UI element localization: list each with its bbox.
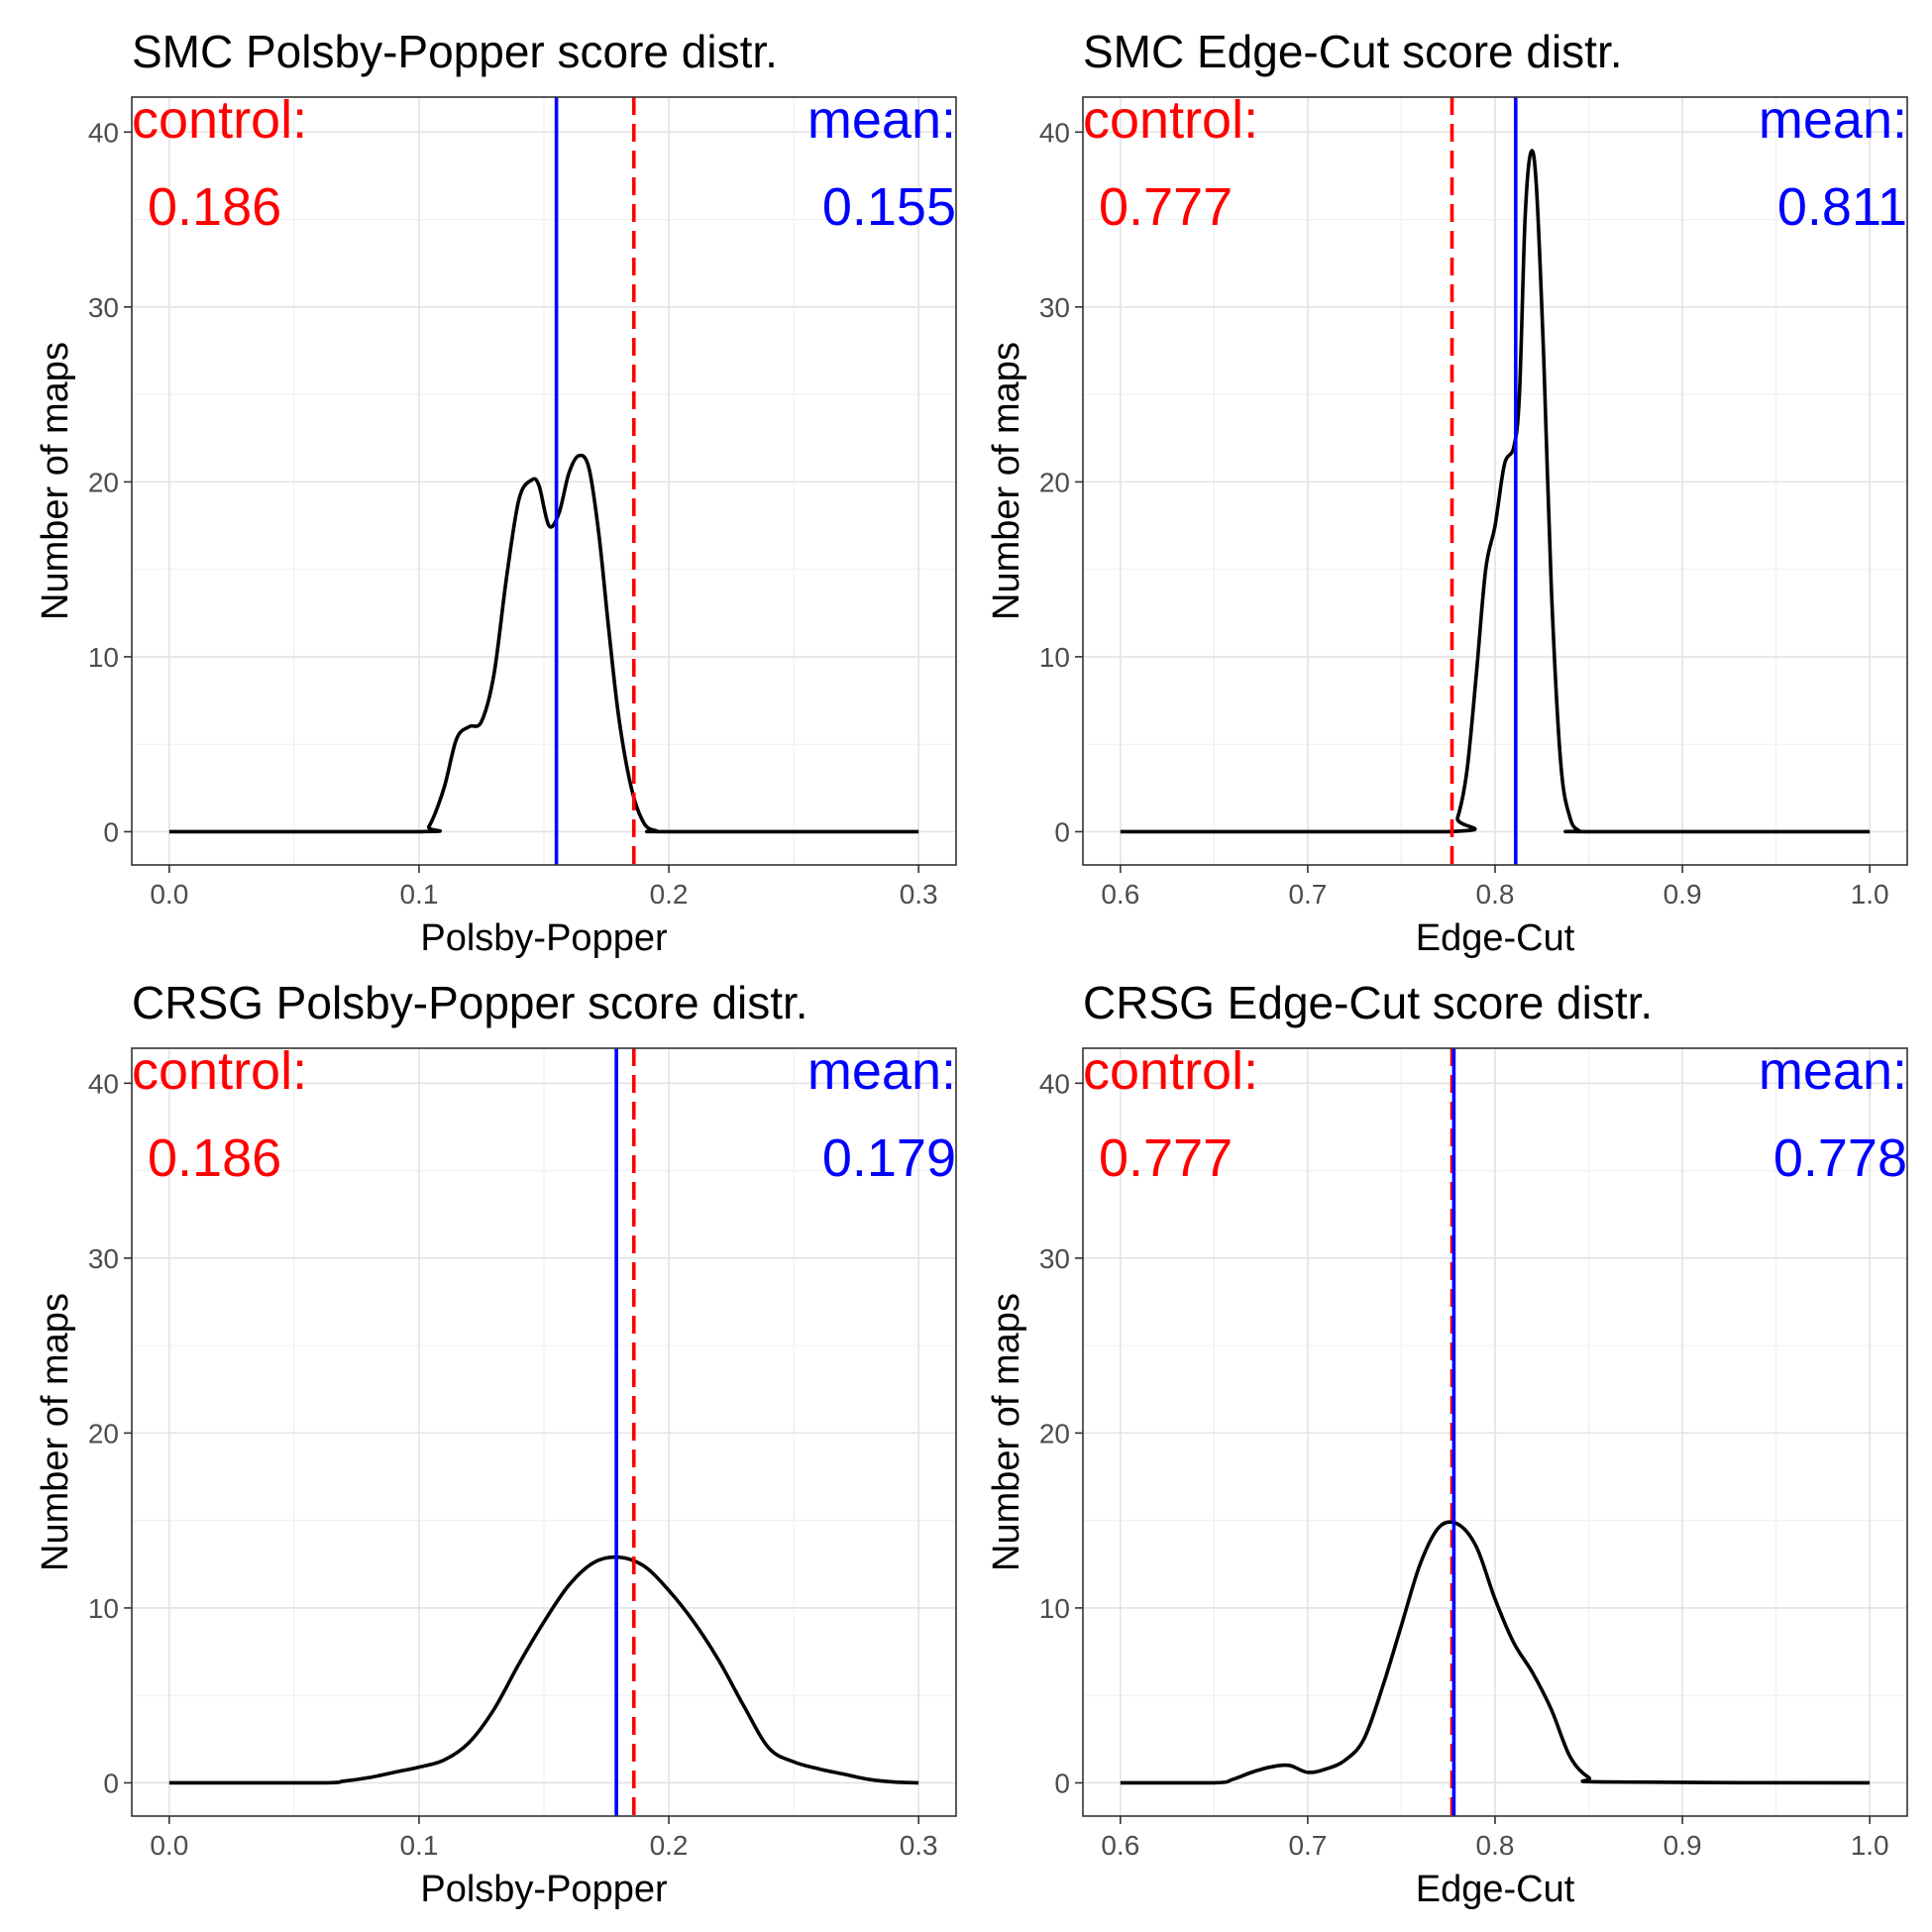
y-tick-label: 30: [88, 292, 119, 323]
density-curve: [1120, 149, 1871, 834]
x-tick-label: 0.0: [150, 1830, 188, 1861]
mean-value: 0.778: [1773, 1128, 1907, 1188]
x-tick-label: 0.3: [900, 879, 938, 910]
x-tick-label: 0.0: [150, 879, 188, 910]
plot-border: [131, 1047, 957, 1817]
x-axis-label: Edge-Cut: [1416, 1869, 1575, 1910]
y-axis-label: Number of maps: [986, 342, 1027, 620]
y-tick-label: 40: [88, 1068, 119, 1099]
mean-label: mean:: [1759, 1041, 1907, 1101]
chart-title: SMC Edge-Cut score distr.: [1083, 26, 1623, 77]
mean-value: 0.179: [822, 1128, 956, 1188]
gridlines: [1083, 1048, 1907, 1816]
gridlines: [1083, 97, 1907, 865]
x-tick-label: 0.9: [1664, 1830, 1702, 1861]
y-tick-label: 0: [1054, 816, 1070, 847]
panel-crsg-edge-cut: control: 0.777 mean: 0.778 0.6 0.7 0.8 0.9 1.0 0 1…: [951, 951, 1908, 1910]
chart-title: CRSG Polsby-Popper score distr.: [132, 977, 808, 1028]
y-tick-label: 40: [88, 117, 119, 148]
panel-smc-polsby-popper: control: 0.186 mean: 0.155 0.0 0.1 0.2 0.3 0 10 20…: [0, 0, 957, 959]
y-tick-label: 20: [1039, 1418, 1070, 1449]
control-label: control:: [1083, 1041, 1258, 1101]
x-tick-label: 1.0: [1851, 1830, 1889, 1861]
chart-title: SMC Polsby-Popper score distr.: [132, 26, 778, 77]
y-tick-label: 10: [1039, 642, 1070, 673]
mean-label: mean:: [807, 90, 956, 150]
control-value: 0.186: [148, 177, 281, 237]
y-tick-label: 20: [88, 1418, 119, 1449]
mean-label: mean:: [1759, 90, 1907, 150]
x-tick-label: 0.1: [399, 879, 438, 910]
y-axis-label: Number of maps: [986, 1293, 1027, 1571]
control-value: 0.777: [1099, 1128, 1233, 1188]
y-axis-label: Number of maps: [35, 1293, 76, 1571]
chart-title: CRSG Edge-Cut score distr.: [1083, 977, 1653, 1028]
x-axis-label: Polsby-Popper: [420, 917, 668, 959]
x-tick-label: 0.6: [1101, 1830, 1139, 1861]
y-tick-label: 0: [103, 1768, 119, 1798]
chart-svg: control: 0.777 mean: 0.778 0.6 0.7 0.8 0.9 1.0 0 1…: [986, 977, 1908, 1910]
chart-svg: control: 0.186 mean: 0.155 0.0 0.1 0.2 0.3 0 10 20…: [35, 26, 957, 959]
control-label: control:: [132, 90, 307, 150]
x-tick-label: 0.7: [1288, 879, 1327, 910]
gridlines: [132, 97, 956, 865]
panel-smc-edge-cut: control: 0.777 mean: 0.811 0.6 0.7 0.8 0.9 1.0 0 1…: [951, 0, 1908, 959]
mean-label: mean:: [807, 1041, 956, 1101]
control-value: 0.777: [1099, 177, 1233, 237]
y-tick-label: 30: [1039, 1243, 1070, 1274]
gridlines: [132, 1048, 956, 1816]
y-tick-label: 30: [88, 1243, 119, 1274]
chart-svg: control: 0.777 mean: 0.811 0.6 0.7 0.8 0.9 1.0 0 1…: [986, 26, 1908, 959]
mean-value: 0.811: [1777, 177, 1907, 237]
control-value: 0.186: [148, 1128, 281, 1188]
plot-border: [131, 96, 957, 866]
y-tick-label: 0: [103, 816, 119, 847]
y-tick-label: 20: [88, 467, 119, 497]
y-tick-label: 0: [1054, 1768, 1070, 1798]
x-tick-label: 1.0: [1851, 879, 1889, 910]
x-tick-label: 0.9: [1664, 879, 1702, 910]
y-tick-label: 10: [88, 1593, 119, 1624]
y-axis-label: Number of maps: [35, 342, 76, 620]
y-tick-label: 40: [1039, 1068, 1070, 1099]
x-tick-label: 0.1: [399, 1830, 438, 1861]
x-tick-label: 0.6: [1101, 879, 1139, 910]
y-tick-label: 40: [1039, 117, 1070, 148]
panel-crsg-polsby-popper: control: 0.186 mean: 0.179 0.0 0.1 0.2 0.3 0 10 20…: [0, 951, 957, 1910]
x-tick-label: 0.8: [1476, 879, 1515, 910]
mean-value: 0.155: [822, 177, 956, 237]
x-tick-label: 0.3: [900, 1830, 938, 1861]
x-tick-label: 0.8: [1476, 1830, 1515, 1861]
x-axis-label: Edge-Cut: [1416, 917, 1575, 959]
x-tick-label: 0.2: [650, 879, 689, 910]
y-tick-label: 10: [88, 642, 119, 673]
y-tick-label: 20: [1039, 467, 1070, 497]
chart-svg: control: 0.186 mean: 0.179 0.0 0.1 0.2 0.3 0 10 20…: [35, 977, 957, 1910]
control-label: control:: [132, 1041, 307, 1101]
density-curve: [168, 453, 919, 834]
density-curve: [1120, 1520, 1871, 1785]
control-label: control:: [1083, 90, 1258, 150]
x-tick-label: 0.2: [650, 1830, 689, 1861]
x-tick-label: 0.7: [1288, 1830, 1327, 1861]
y-tick-label: 30: [1039, 292, 1070, 323]
density-curve: [168, 1555, 919, 1785]
y-tick-label: 10: [1039, 1593, 1070, 1624]
x-axis-label: Polsby-Popper: [420, 1869, 668, 1910]
